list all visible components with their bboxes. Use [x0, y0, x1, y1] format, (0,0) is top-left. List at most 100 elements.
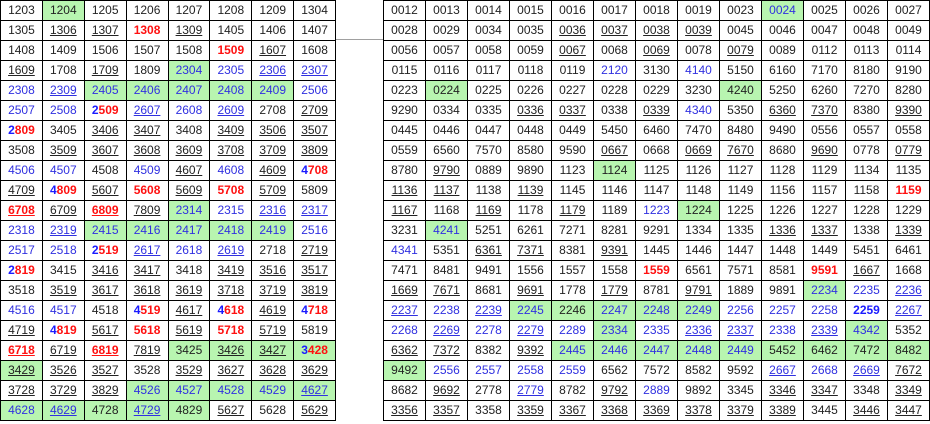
grid-cell[interactable]: 0019: [677, 0, 720, 21]
grid-cell[interactable]: 3367: [551, 400, 594, 421]
grid-cell[interactable]: 2249: [677, 300, 720, 321]
grid-cell[interactable]: 2245: [509, 300, 552, 321]
grid-cell[interactable]: 2415: [83, 220, 127, 241]
grid-cell[interactable]: 1207: [167, 0, 211, 21]
grid-cell[interactable]: 3728: [0, 380, 43, 401]
grid-cell[interactable]: 0047: [803, 20, 846, 41]
grid-cell[interactable]: 2557: [467, 360, 510, 381]
grid-cell[interactable]: 1558: [593, 260, 636, 281]
grid-cell[interactable]: 3619: [167, 280, 211, 301]
grid-cell[interactable]: 2259: [845, 300, 888, 321]
grid-cell[interactable]: 3718: [209, 280, 253, 301]
grid-cell[interactable]: 3417: [125, 260, 169, 281]
grid-cell[interactable]: 1446: [677, 240, 720, 261]
grid-cell[interactable]: 2509: [83, 100, 127, 121]
grid-cell[interactable]: 1138: [467, 180, 510, 201]
grid-cell[interactable]: 5629: [293, 400, 336, 421]
grid-cell[interactable]: 7819: [125, 340, 169, 361]
grid-cell[interactable]: 6160: [761, 60, 804, 81]
grid-cell[interactable]: 1449: [803, 240, 846, 261]
grid-cell[interactable]: 4608: [209, 160, 253, 181]
grid-cell[interactable]: 2609: [209, 100, 253, 121]
grid-cell[interactable]: 9890: [509, 160, 552, 181]
grid-cell[interactable]: 2409: [251, 80, 295, 101]
grid-cell[interactable]: 0889: [467, 160, 510, 181]
grid-cell[interactable]: 2607: [125, 100, 169, 121]
grid-cell[interactable]: 0114: [887, 40, 930, 61]
grid-cell[interactable]: 5350: [719, 100, 762, 121]
grid-cell[interactable]: 0025: [803, 0, 846, 21]
grid-cell[interactable]: 2719: [293, 240, 336, 261]
grid-cell[interactable]: 2447: [635, 340, 678, 361]
grid-cell[interactable]: 8680: [761, 140, 804, 161]
grid-cell[interactable]: 4340: [677, 100, 720, 121]
grid-cell[interactable]: 9492: [383, 360, 426, 381]
grid-cell[interactable]: 1203: [0, 0, 43, 21]
grid-cell[interactable]: 3427: [251, 340, 295, 361]
grid-cell[interactable]: 8780: [383, 160, 426, 181]
grid-cell[interactable]: 0036: [551, 20, 594, 41]
grid-cell[interactable]: 9491: [467, 260, 510, 281]
grid-cell[interactable]: 0118: [509, 60, 552, 81]
grid-cell[interactable]: 3405: [41, 120, 85, 141]
grid-cell[interactable]: 2305: [209, 60, 253, 81]
grid-cell[interactable]: 1128: [761, 160, 804, 181]
grid-cell[interactable]: 0779: [887, 140, 930, 161]
grid-cell[interactable]: 3617: [83, 280, 127, 301]
grid-cell[interactable]: 2315: [209, 200, 253, 221]
grid-cell[interactable]: 1809: [125, 60, 169, 81]
grid-cell[interactable]: 4518: [83, 300, 127, 321]
grid-cell[interactable]: 0018: [635, 0, 678, 21]
grid-cell[interactable]: 2558: [509, 360, 552, 381]
grid-cell[interactable]: 0446: [425, 120, 468, 141]
grid-cell[interactable]: 5719: [251, 320, 295, 341]
grid-cell[interactable]: 7571: [719, 260, 762, 281]
grid-cell[interactable]: 2608: [167, 100, 211, 121]
grid-cell[interactable]: 0229: [635, 80, 678, 101]
grid-cell[interactable]: 2889: [635, 380, 678, 401]
grid-cell[interactable]: 6360: [761, 100, 804, 121]
grid-cell[interactable]: 2708: [251, 100, 295, 121]
grid-cell[interactable]: 0335: [467, 100, 510, 121]
grid-cell[interactable]: 1145: [551, 180, 594, 201]
grid-cell[interactable]: 0068: [593, 40, 636, 61]
grid-cell[interactable]: 5251: [467, 220, 510, 241]
grid-cell[interactable]: 3389: [761, 400, 804, 421]
grid-cell[interactable]: 0045: [719, 20, 762, 41]
grid-cell[interactable]: 0667: [593, 140, 636, 161]
grid-cell[interactable]: 0226: [509, 80, 552, 101]
grid-cell[interactable]: 0079: [719, 40, 762, 61]
grid-cell[interactable]: 1607: [251, 40, 295, 61]
grid-cell[interactable]: 4516: [0, 300, 43, 321]
grid-cell[interactable]: 2669: [845, 360, 888, 381]
grid-cell[interactable]: 1123: [551, 160, 594, 181]
grid-cell[interactable]: 1167: [383, 200, 426, 221]
grid-cell[interactable]: 2319: [41, 220, 85, 241]
grid-cell[interactable]: 8580: [509, 140, 552, 161]
grid-cell[interactable]: 3519: [41, 280, 85, 301]
grid-cell[interactable]: 6819: [83, 340, 127, 361]
grid-cell[interactable]: 2256: [719, 300, 762, 321]
grid-cell[interactable]: 3407: [125, 120, 169, 141]
grid-cell[interactable]: 0048: [845, 20, 888, 41]
grid-cell[interactable]: 0113: [845, 40, 888, 61]
grid-cell[interactable]: 5607: [83, 180, 127, 201]
grid-cell[interactable]: 1506: [83, 40, 127, 61]
grid-cell[interactable]: 2337: [719, 320, 762, 341]
grid-cell[interactable]: 3419: [209, 260, 253, 281]
grid-cell[interactable]: 9392: [509, 340, 552, 361]
grid-cell[interactable]: 3369: [635, 400, 678, 421]
grid-cell[interactable]: 5819: [293, 320, 336, 341]
grid-cell[interactable]: 0037: [593, 20, 636, 41]
grid-cell[interactable]: 1448: [761, 240, 804, 261]
grid-cell[interactable]: 0338: [593, 100, 636, 121]
grid-cell[interactable]: 2709: [293, 100, 336, 121]
grid-cell[interactable]: 1208: [209, 0, 253, 21]
grid-cell[interactable]: 1608: [293, 40, 336, 61]
grid-cell[interactable]: 6361: [467, 240, 510, 261]
grid-cell[interactable]: 3708: [209, 140, 253, 161]
grid-cell[interactable]: 3518: [0, 280, 43, 301]
grid-cell[interactable]: 4342: [845, 320, 888, 341]
grid-cell[interactable]: 2306: [251, 60, 295, 81]
grid-cell[interactable]: 8681: [467, 280, 510, 301]
